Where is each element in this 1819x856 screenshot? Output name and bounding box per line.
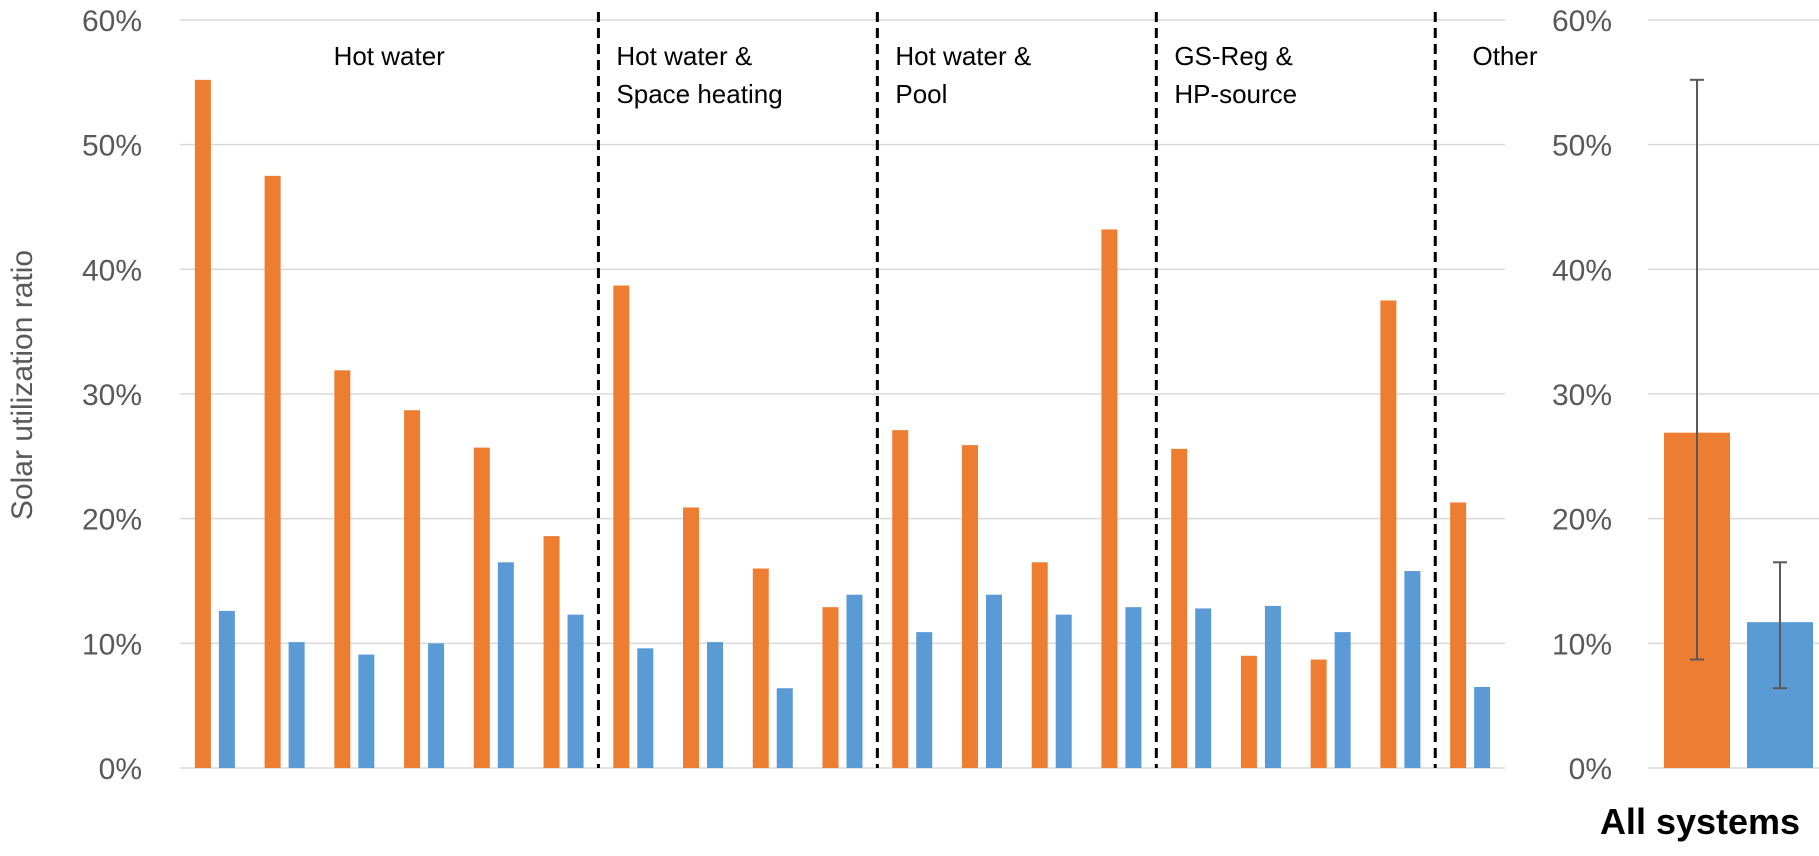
y-tick-label: 30% [82, 379, 142, 412]
bar-series-1 [194, 79, 211, 769]
bar-series-1 [683, 507, 700, 768]
bar-series-2 [776, 688, 793, 768]
y-tick-label: 20% [1552, 504, 1612, 537]
group-label: Hot water & [895, 41, 1031, 71]
y-tick-label: 50% [82, 130, 142, 163]
y-tick-label: 20% [82, 504, 142, 537]
bar-series-2 [916, 632, 933, 768]
bar-series-2 [497, 562, 514, 768]
bar-series-1 [543, 536, 560, 768]
bar-series-1 [822, 607, 839, 768]
y-tick-label: 0% [99, 753, 142, 786]
bars [194, 79, 1813, 769]
bar-series-2 [358, 654, 375, 768]
bar-series-1 [404, 410, 421, 768]
bar-series-1 [1101, 229, 1118, 768]
group-labels: Hot water Hot water & Space heating Hot wat… [334, 41, 1538, 109]
bar-series-2 [985, 594, 1002, 768]
bar-series-1 [473, 447, 490, 768]
bar-series-1 [892, 430, 909, 768]
bar-series-1 [1450, 502, 1467, 768]
y-tick-label: 10% [82, 628, 142, 661]
bar-series-1 [1031, 562, 1048, 768]
bar-series-2 [1474, 686, 1491, 768]
error-bars [1690, 78, 1787, 690]
group-label: Space heating [616, 79, 782, 109]
bar-series-1 [334, 370, 351, 768]
bar-series-2 [1404, 571, 1421, 768]
bar-series-2 [428, 643, 445, 768]
bar-series-1 [1171, 448, 1188, 768]
bar-series-1 [961, 445, 978, 768]
bar-series-2 [288, 642, 305, 768]
group-label: GS-Reg & [1174, 41, 1293, 71]
bar-series-2 [1055, 614, 1072, 768]
y-tick-label: 40% [82, 254, 142, 287]
bar-series-2 [218, 610, 235, 768]
group-label: Pool [895, 79, 947, 109]
bar-series-2 [1195, 608, 1212, 768]
bar-series-1 [1310, 659, 1327, 768]
group-label: Hot water & [616, 41, 752, 71]
y-tick-label: 50% [1552, 130, 1612, 163]
bar-series-2 [846, 594, 863, 768]
bar-series-1 [613, 285, 630, 768]
y-tick-label: 60% [1552, 5, 1612, 38]
y-tick-label: 30% [1552, 379, 1612, 412]
y-tick-label: 10% [1552, 628, 1612, 661]
y-tick-labels: 0% 0% 10% 10% 20% 20% 30% 30% 40% 40% 50% 50% 60% 60% [82, 5, 1612, 786]
group-label: Other [1472, 41, 1537, 71]
bar-series-2 [567, 614, 584, 768]
y-tick-label: 40% [1552, 254, 1612, 287]
bar-series-2 [707, 642, 724, 768]
bar-series-1 [752, 568, 769, 768]
group-dividers [596, 12, 1437, 768]
bar-series-1 [1240, 655, 1257, 768]
summary-chart-title: All systems [1600, 801, 1800, 842]
y-tick-label: 0% [1569, 753, 1612, 786]
bar-series-2 [1125, 607, 1142, 768]
y-axis-title: Solar utilization ratio [6, 250, 39, 520]
group-label: Hot water [334, 41, 446, 71]
bar-series-2 [637, 648, 654, 768]
bar-series-1 [264, 175, 281, 769]
bar-series-1 [1380, 300, 1397, 768]
y-tick-label: 60% [82, 5, 142, 38]
bar-series-2 [1264, 605, 1281, 768]
group-label: HP-source [1174, 79, 1297, 109]
bar-series-2 [1334, 632, 1351, 768]
